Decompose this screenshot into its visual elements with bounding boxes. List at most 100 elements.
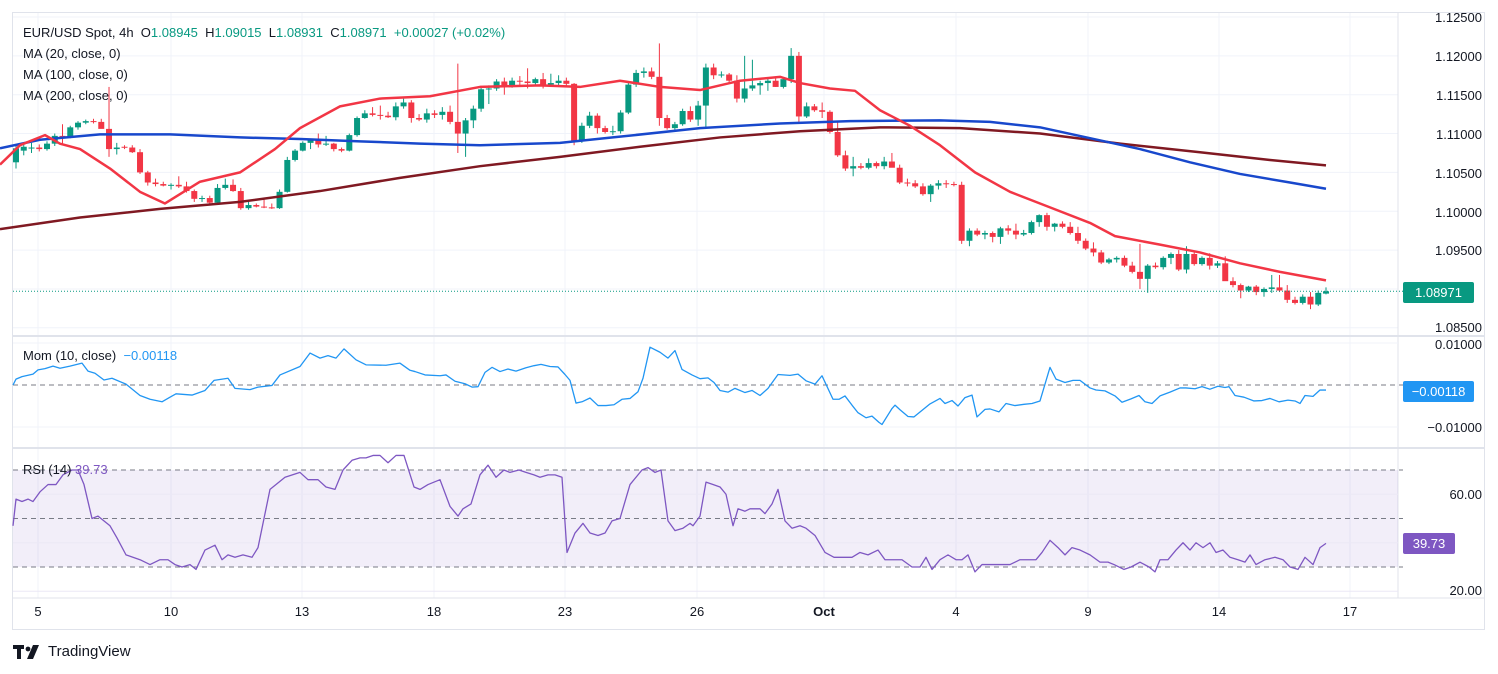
rsi-legend[interactable]: RSI (14) 39.73 — [23, 462, 108, 477]
candle-down — [106, 128, 113, 150]
candle-down — [1284, 290, 1291, 300]
candle-up — [400, 102, 407, 107]
price-tick: 1.08500 — [1435, 320, 1482, 335]
ma100-legend[interactable]: MA (100, close, 0) — [23, 67, 128, 82]
candle-up — [695, 105, 702, 120]
candle-down — [98, 121, 105, 129]
candle-up — [75, 122, 82, 128]
candle-up — [299, 142, 306, 151]
candle-down — [377, 114, 384, 116]
tradingview-logo[interactable]: TradingView — [13, 643, 131, 660]
candle-down — [1121, 257, 1128, 266]
candle-up — [1245, 286, 1252, 291]
candle-down — [129, 147, 136, 153]
rsi-tick: 60.00 — [1449, 487, 1482, 502]
candle-down — [90, 121, 97, 123]
candle-down — [121, 146, 128, 148]
candle-up — [361, 113, 368, 119]
candle-down — [385, 115, 392, 118]
candle-down — [524, 81, 531, 84]
tradingview-logo-icon — [13, 644, 39, 659]
momentum-line — [12, 346, 1326, 426]
candle-down — [330, 143, 337, 150]
candle-down — [1059, 223, 1066, 227]
mom-value: −0.00118 — [123, 348, 178, 363]
candle-down — [59, 135, 66, 137]
candle-down — [602, 128, 609, 132]
candle-down — [1222, 263, 1229, 282]
candle-up — [1315, 292, 1322, 305]
candle-down — [1291, 299, 1298, 303]
time-tick: 4 — [952, 604, 960, 619]
rsi-line — [12, 454, 1327, 573]
high-value: 1.09015 — [214, 25, 262, 40]
candle-down — [873, 163, 880, 167]
candle-down — [571, 83, 578, 142]
time-tick: 18 — [426, 604, 442, 619]
candle-up — [423, 113, 430, 120]
candle-up — [478, 89, 485, 109]
candle-up — [485, 88, 492, 90]
candle-up — [640, 71, 647, 73]
candle-up — [323, 143, 330, 145]
candle-up — [1299, 296, 1306, 303]
candle-up — [199, 198, 206, 200]
time-tick: 13 — [294, 604, 310, 619]
time-tick: 9 — [1084, 604, 1092, 619]
candle-up — [1028, 222, 1035, 234]
candle-up — [67, 127, 74, 137]
candle-up — [462, 120, 469, 134]
candle-up — [671, 124, 678, 129]
symbol-title[interactable]: EUR/USD Spot, 4h — [23, 25, 134, 40]
candle-up — [1268, 287, 1275, 289]
mom-tick: −0.01000 — [1427, 420, 1482, 435]
candle-down — [733, 80, 740, 99]
candle-up — [741, 88, 748, 99]
candle-up — [1144, 265, 1151, 279]
candle-down — [919, 186, 926, 195]
candle-down — [958, 184, 965, 241]
candle-up — [609, 131, 616, 133]
candle-up — [981, 233, 988, 235]
candle-down — [1090, 248, 1097, 253]
rsi-tick: 20.00 — [1449, 583, 1482, 598]
ma200-legend[interactable]: MA (200, close, 0) — [23, 88, 128, 103]
candle-down — [1136, 271, 1143, 279]
candle-up — [1167, 253, 1174, 258]
rsi-label: RSI (14) — [23, 462, 72, 477]
candle-down — [1175, 253, 1182, 270]
candle-up — [354, 118, 361, 136]
candle-up — [881, 161, 888, 167]
candle-down — [594, 115, 601, 129]
candle-down — [175, 184, 182, 187]
candle-up — [168, 184, 175, 186]
candle-up — [44, 143, 51, 150]
candle-down — [819, 110, 826, 112]
candle-up — [1323, 291, 1329, 294]
candle-down — [447, 111, 454, 122]
ma200-line — [0, 126, 1327, 231]
mom-legend[interactable]: Mom (10, close) −0.00118 — [23, 348, 177, 363]
candle-down — [36, 147, 43, 150]
candle-down — [563, 80, 570, 84]
open-label: O — [140, 25, 151, 40]
candle-down — [191, 191, 198, 199]
candle-down — [261, 206, 268, 208]
candle-down — [726, 74, 733, 81]
candle-up — [470, 108, 477, 121]
candle-down — [950, 184, 957, 186]
candle-up — [284, 159, 291, 192]
candle-down — [896, 167, 903, 183]
ma20-legend[interactable]: MA (20, close, 0) — [23, 46, 121, 61]
candle-up — [245, 205, 252, 209]
candle-down — [842, 155, 849, 169]
candle-down — [710, 67, 717, 76]
candle-down — [989, 233, 996, 237]
candle-up — [82, 121, 89, 123]
candle-up — [788, 55, 795, 80]
candle-down — [1005, 228, 1012, 231]
candle-down — [338, 149, 345, 151]
candle-up — [1160, 257, 1167, 268]
candle-down — [369, 113, 376, 115]
